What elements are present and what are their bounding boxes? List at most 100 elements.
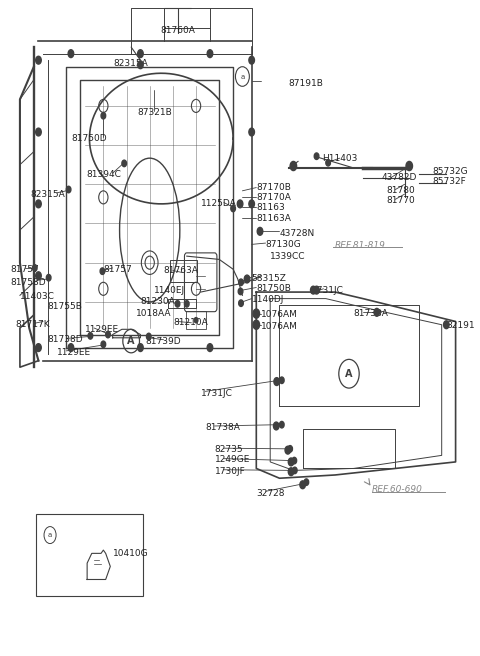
Text: 81738D: 81738D [48, 335, 84, 344]
Circle shape [33, 264, 37, 271]
Circle shape [244, 275, 250, 283]
Circle shape [184, 300, 189, 307]
Circle shape [194, 318, 198, 323]
Text: 85732F: 85732F [432, 176, 466, 186]
Text: 1339CC: 1339CC [270, 252, 306, 260]
Text: 1076AM: 1076AM [261, 322, 298, 331]
Text: 85732G: 85732G [432, 167, 468, 176]
Text: 1140EJ: 1140EJ [155, 285, 185, 295]
Text: a: a [240, 73, 244, 79]
Circle shape [314, 153, 319, 159]
Circle shape [231, 205, 236, 212]
Text: 81717K: 81717K [15, 320, 50, 329]
Text: 81755B: 81755B [48, 302, 83, 311]
Circle shape [374, 308, 380, 316]
Text: 82191: 82191 [446, 321, 475, 330]
Circle shape [175, 300, 180, 307]
Circle shape [444, 321, 449, 329]
Text: 1125DA: 1125DA [201, 199, 237, 209]
Circle shape [138, 344, 143, 352]
Text: 81757: 81757 [103, 265, 132, 274]
Text: 81763A: 81763A [164, 266, 199, 275]
Circle shape [279, 377, 284, 384]
Circle shape [138, 50, 143, 58]
Text: A: A [127, 336, 135, 346]
Circle shape [274, 378, 279, 386]
Circle shape [239, 279, 243, 285]
Text: 81739D: 81739D [145, 337, 180, 346]
Text: 1731JC: 1731JC [201, 389, 232, 398]
Circle shape [101, 341, 106, 348]
Circle shape [326, 159, 330, 166]
FancyBboxPatch shape [36, 514, 143, 596]
Circle shape [249, 128, 254, 136]
Text: 82315A: 82315A [114, 59, 148, 68]
Circle shape [36, 200, 41, 208]
Text: 81770: 81770 [386, 196, 415, 205]
Circle shape [207, 50, 213, 58]
Text: 1731JC: 1731JC [312, 285, 344, 295]
Circle shape [300, 481, 305, 489]
Circle shape [279, 421, 284, 428]
Text: 1018AA: 1018AA [136, 309, 171, 318]
Text: 1140DJ: 1140DJ [252, 295, 284, 304]
Circle shape [68, 344, 74, 352]
Circle shape [249, 200, 254, 208]
Circle shape [257, 228, 263, 236]
Circle shape [66, 186, 71, 193]
Text: 1076AM: 1076AM [261, 310, 298, 319]
Text: 1730JF: 1730JF [215, 466, 245, 476]
Circle shape [88, 333, 93, 339]
Circle shape [292, 467, 297, 474]
Text: 58315Z: 58315Z [252, 274, 287, 283]
Text: 87130G: 87130G [265, 240, 301, 249]
Text: 87170A: 87170A [256, 193, 291, 202]
Circle shape [138, 61, 143, 69]
Circle shape [304, 479, 309, 485]
Text: 81230A: 81230A [141, 297, 175, 306]
Circle shape [100, 268, 105, 274]
Text: 81738A: 81738A [205, 422, 240, 432]
Text: 32728: 32728 [256, 489, 285, 498]
Circle shape [106, 331, 110, 338]
Text: a: a [48, 532, 52, 538]
Circle shape [292, 457, 297, 464]
Text: 87191B: 87191B [289, 79, 324, 87]
Text: H11403: H11403 [322, 154, 358, 163]
Text: 81760A: 81760A [160, 26, 195, 35]
Circle shape [68, 50, 74, 58]
Circle shape [288, 468, 294, 476]
Text: 81163: 81163 [256, 203, 285, 213]
Text: 81394C: 81394C [86, 170, 121, 179]
Circle shape [249, 56, 254, 64]
Circle shape [288, 458, 294, 466]
Text: 82735: 82735 [215, 445, 243, 454]
Circle shape [253, 320, 260, 329]
Text: 81758D: 81758D [11, 277, 46, 287]
Text: 81738A: 81738A [354, 309, 388, 318]
Circle shape [290, 161, 297, 171]
Circle shape [146, 333, 151, 340]
Circle shape [288, 445, 292, 452]
Text: 81163A: 81163A [256, 214, 291, 223]
Text: 1249GE: 1249GE [215, 455, 250, 464]
Text: 10410G: 10410G [113, 549, 148, 558]
Circle shape [36, 128, 41, 136]
Text: 82315A: 82315A [30, 190, 65, 199]
Circle shape [207, 344, 213, 352]
Text: 81210A: 81210A [173, 318, 208, 327]
Text: REF.60-690: REF.60-690 [372, 485, 423, 495]
Circle shape [253, 309, 260, 318]
Text: 1129EE: 1129EE [85, 325, 119, 334]
Circle shape [311, 286, 316, 294]
Text: 87170B: 87170B [256, 183, 291, 192]
Text: A: A [345, 369, 353, 379]
Text: REF.81-819: REF.81-819 [335, 241, 386, 249]
Circle shape [122, 160, 127, 167]
Circle shape [36, 344, 41, 352]
Circle shape [36, 56, 41, 64]
Circle shape [314, 286, 319, 294]
Text: 81750D: 81750D [72, 134, 107, 143]
Circle shape [274, 422, 279, 430]
Text: 81757: 81757 [11, 265, 39, 274]
